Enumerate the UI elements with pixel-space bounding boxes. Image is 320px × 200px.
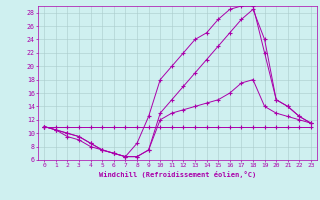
X-axis label: Windchill (Refroidissement éolien,°C): Windchill (Refroidissement éolien,°C): [99, 171, 256, 178]
